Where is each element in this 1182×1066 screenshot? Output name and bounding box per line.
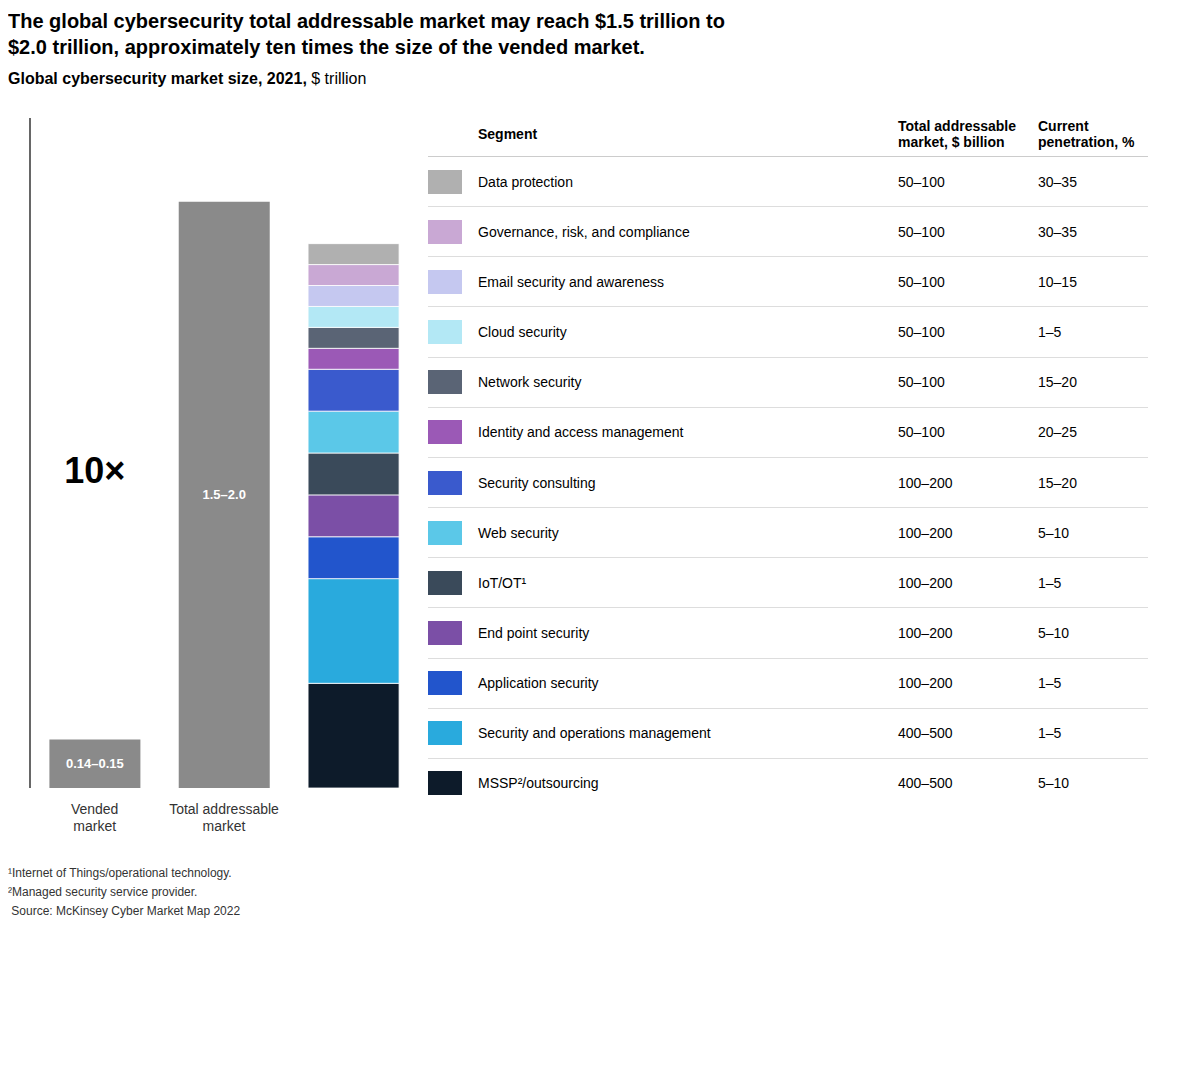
html-text:Identity and access management: Identity and access management — [478, 424, 684, 441]
html-text:50–100: 50–100 — [898, 223, 945, 240]
html-text:100–200: 100–200 — [898, 574, 953, 591]
svg-text:1.5–2.0: 1.5–2.0 — [203, 487, 246, 502]
html-text:50–100: 50–100 — [898, 374, 945, 391]
svg-text:Vendedmarket: Vendedmarket — [71, 801, 119, 834]
html-text:5–10: 5–10 — [1038, 524, 1070, 541]
html-text:¹Internet of Things/operationa: ¹Internet of Things/operational technolo… — [8, 866, 232, 880]
html-text:²Managed security service prov: ²Managed security service provider. — [8, 885, 198, 900]
html-text:Web security: Web security — [478, 524, 559, 541]
html-text:Network security: Network security — [478, 374, 582, 391]
html-text:MSSP²/outsourcing: MSSP²/outsourcing — [478, 775, 599, 792]
html-text:1–5: 1–5 — [1038, 675, 1062, 692]
html-text:100–200: 100–200 — [898, 675, 953, 692]
html-text:5–10: 5–10 — [1038, 775, 1070, 792]
html-text:30–35: 30–35 — [1038, 173, 1077, 190]
html-text:15–20: 15–20 — [1038, 474, 1077, 491]
html-text:20–25: 20–25 — [1038, 424, 1077, 441]
html-text:Global cybersecurity market si: Global cybersecurity market size, 2021, … — [8, 70, 367, 87]
html-text:50–100: 50–100 — [898, 273, 945, 290]
html-text:10–15: 10–15 — [1038, 273, 1077, 290]
svg-text:10×: 10× — [64, 450, 125, 491]
svg-text:Total addressablemarket: Total addressablemarket — [169, 801, 279, 834]
html-text:50–100: 50–100 — [898, 173, 945, 190]
html-text:400–500: 400–500 — [898, 775, 953, 792]
html-text:1–5: 1–5 — [1038, 324, 1062, 340]
html-text:Data protection: Data protection — [478, 173, 573, 190]
html-text:Segment: Segment — [478, 126, 538, 142]
html-text:Current penetration, %: Current penetration, % — [1038, 118, 1135, 150]
html-text:100–200: 100–200 — [898, 524, 953, 541]
html-text:15–20: 15–20 — [1038, 374, 1077, 391]
html-text:Source: McKinsey Cyber Market: Source: McKinsey Cyber Market Map 2022 — [8, 904, 241, 919]
html-text:Application security: Application security — [478, 675, 599, 692]
html-text:Security consulting: Security consulting — [478, 474, 596, 491]
html-text:50–100: 50–100 — [898, 324, 945, 340]
html-text:50–100: 50–100 — [898, 424, 945, 441]
html-text:Total addressable market, $ bi: Total addressable market, $ billion — [898, 118, 1016, 150]
html-text:IoT/OT¹: IoT/OT¹ — [478, 574, 527, 591]
html-text:The global cybersecurity total: The global cybersecurity total addressab… — [8, 10, 725, 58]
html-text:100–200: 100–200 — [898, 474, 953, 491]
html-text:5–10: 5–10 — [1038, 625, 1070, 641]
html-text:400–500: 400–500 — [898, 725, 953, 742]
html-text:30–35: 30–35 — [1038, 223, 1077, 240]
html-text:1–5: 1–5 — [1038, 725, 1062, 742]
html-text:Email security and awareness: Email security and awareness — [478, 273, 664, 290]
html-text:100–200: 100–200 — [898, 625, 953, 641]
html-text:Governance, risk, and complian: Governance, risk, and compliance — [478, 223, 690, 240]
html-text:Security and operations manage: Security and operations management — [478, 725, 711, 742]
svg-text:0.14–0.15: 0.14–0.15 — [66, 756, 124, 771]
html-text:End point security: End point security — [478, 625, 590, 641]
html-text:1–5: 1–5 — [1038, 574, 1062, 591]
html-text:Cloud security: Cloud security — [478, 324, 567, 340]
